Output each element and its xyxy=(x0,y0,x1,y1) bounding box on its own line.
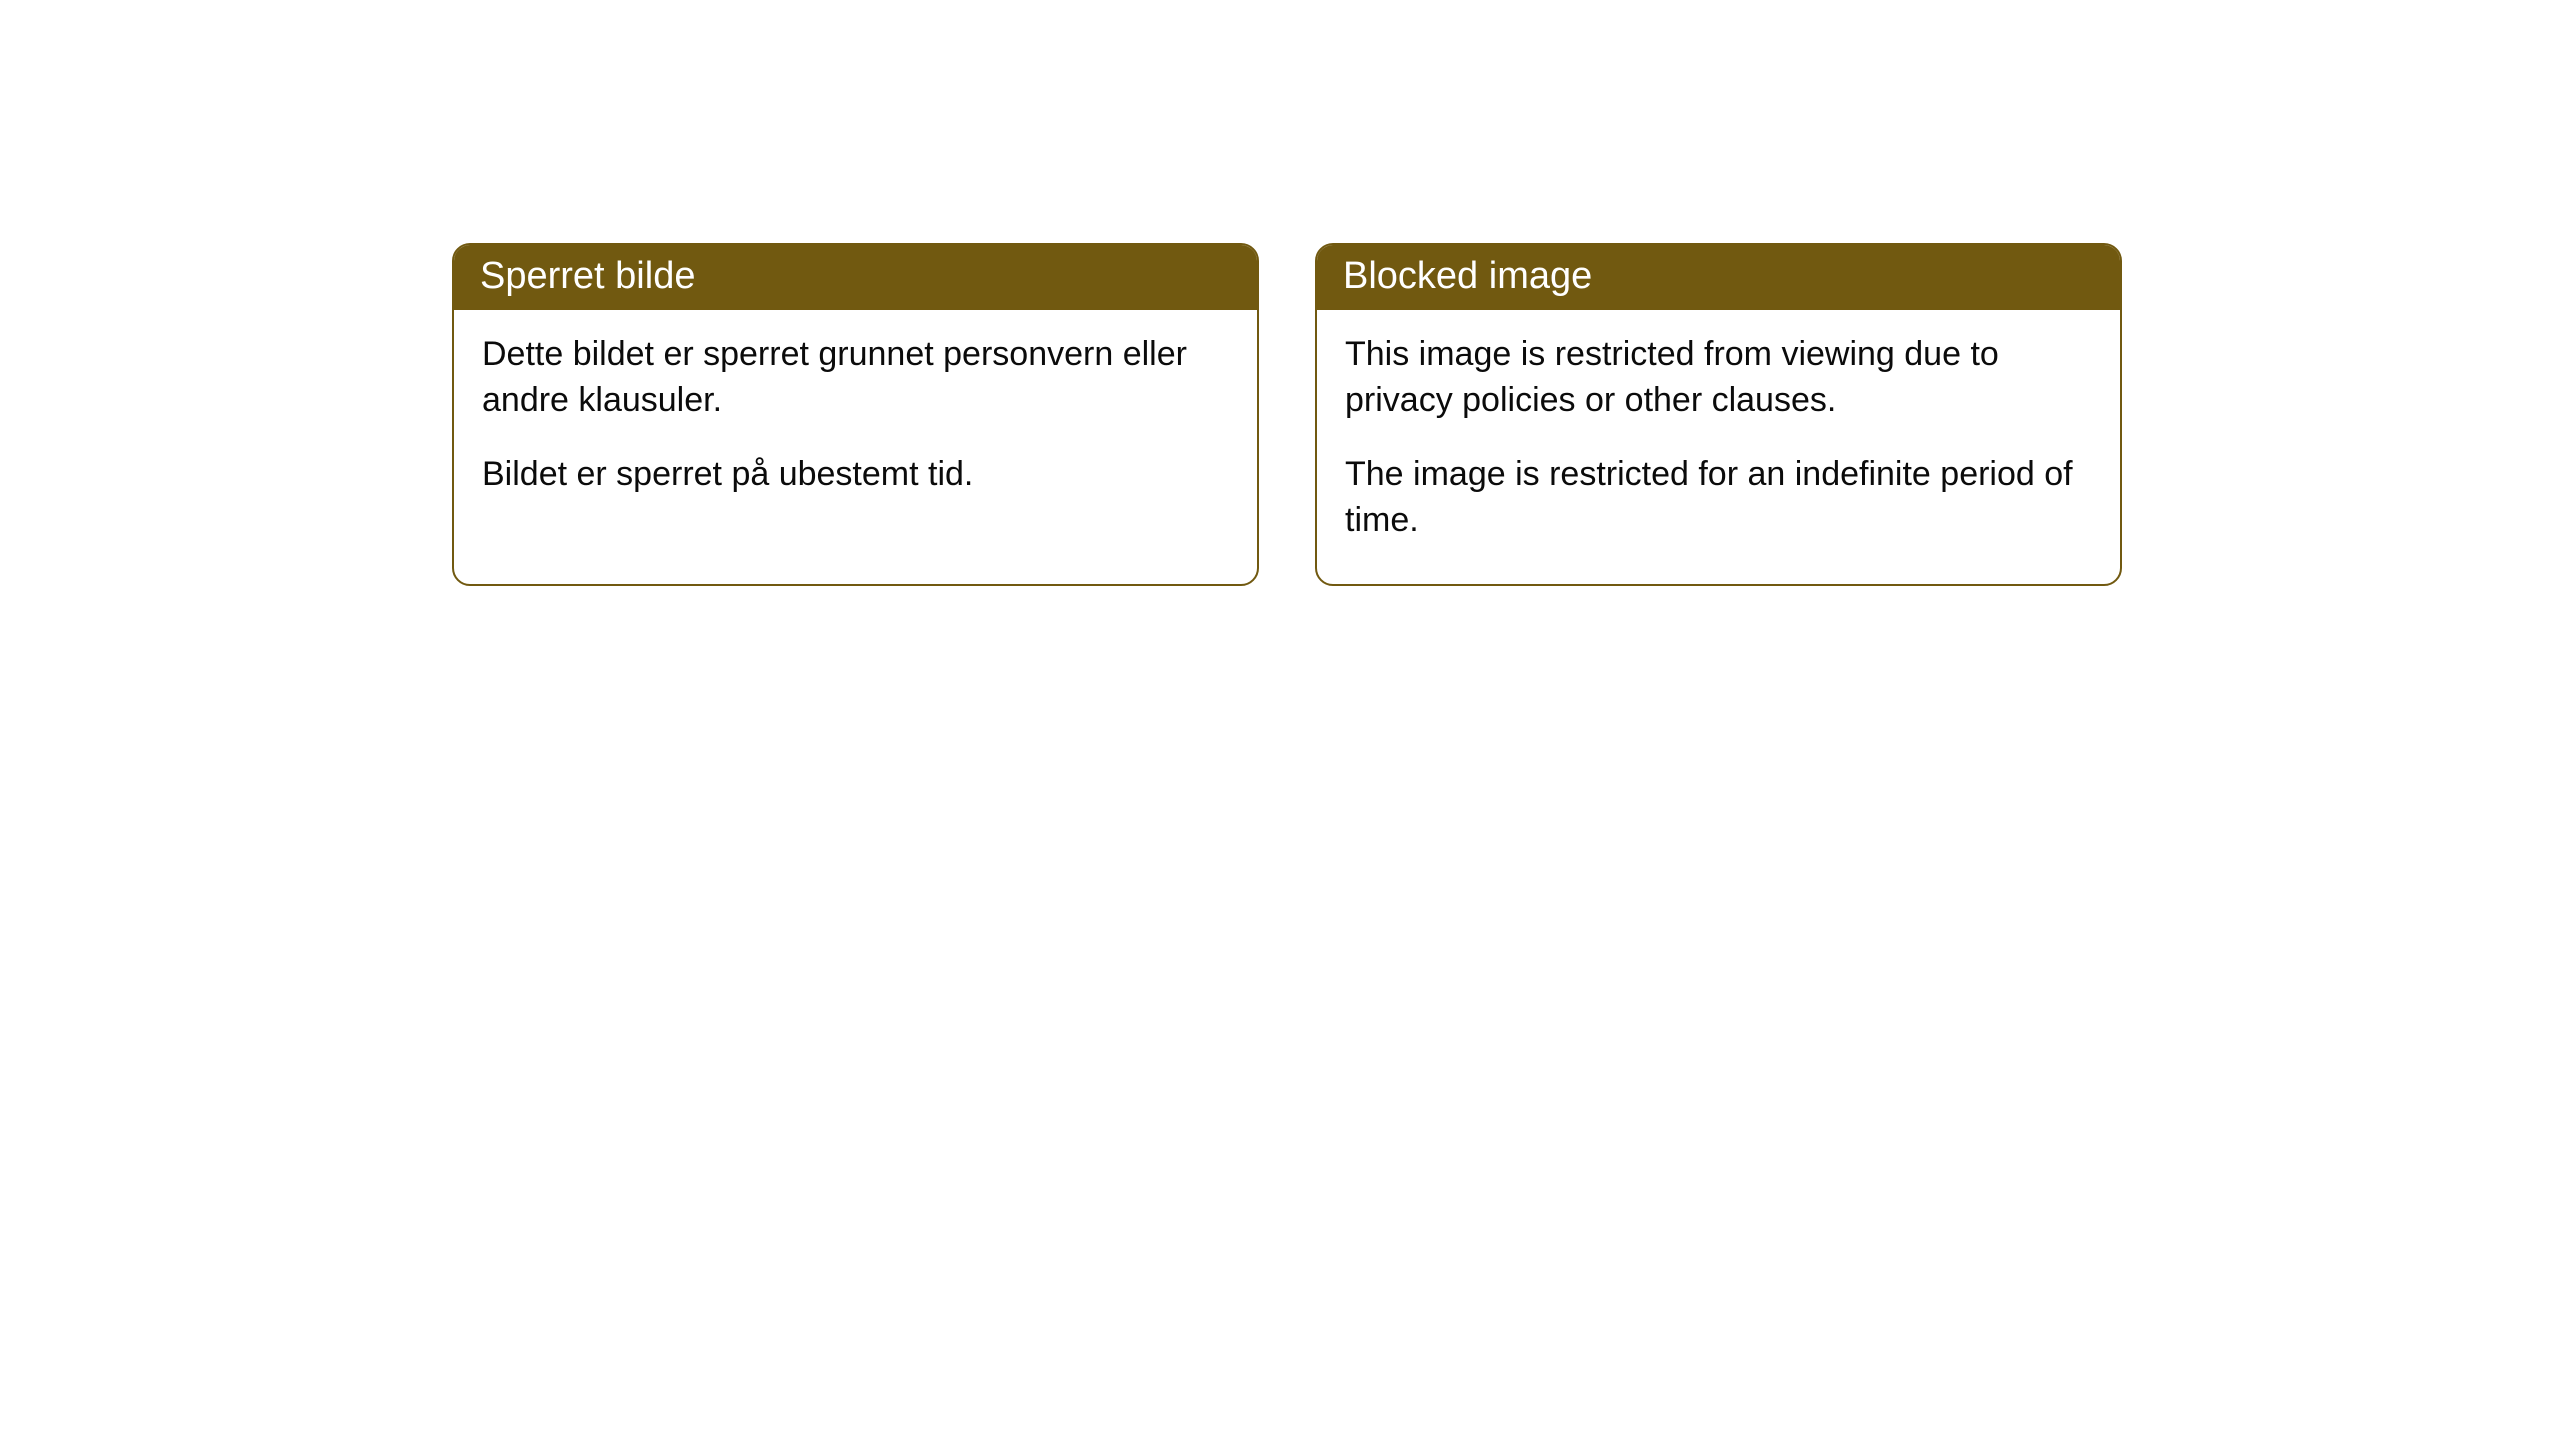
notice-card-english: Blocked image This image is restricted f… xyxy=(1315,243,2122,586)
notice-cards-container: Sperret bilde Dette bildet er sperret gr… xyxy=(452,243,2560,586)
card-paragraph: Dette bildet er sperret grunnet personve… xyxy=(482,332,1229,424)
card-body: This image is restricted from viewing du… xyxy=(1317,310,2120,584)
card-paragraph: This image is restricted from viewing du… xyxy=(1345,332,2092,424)
card-header: Blocked image xyxy=(1317,245,2120,310)
card-paragraph: The image is restricted for an indefinit… xyxy=(1345,452,2092,544)
card-body: Dette bildet er sperret grunnet personve… xyxy=(454,310,1257,538)
notice-card-norwegian: Sperret bilde Dette bildet er sperret gr… xyxy=(452,243,1259,586)
card-paragraph: Bildet er sperret på ubestemt tid. xyxy=(482,452,1229,498)
card-header: Sperret bilde xyxy=(454,245,1257,310)
